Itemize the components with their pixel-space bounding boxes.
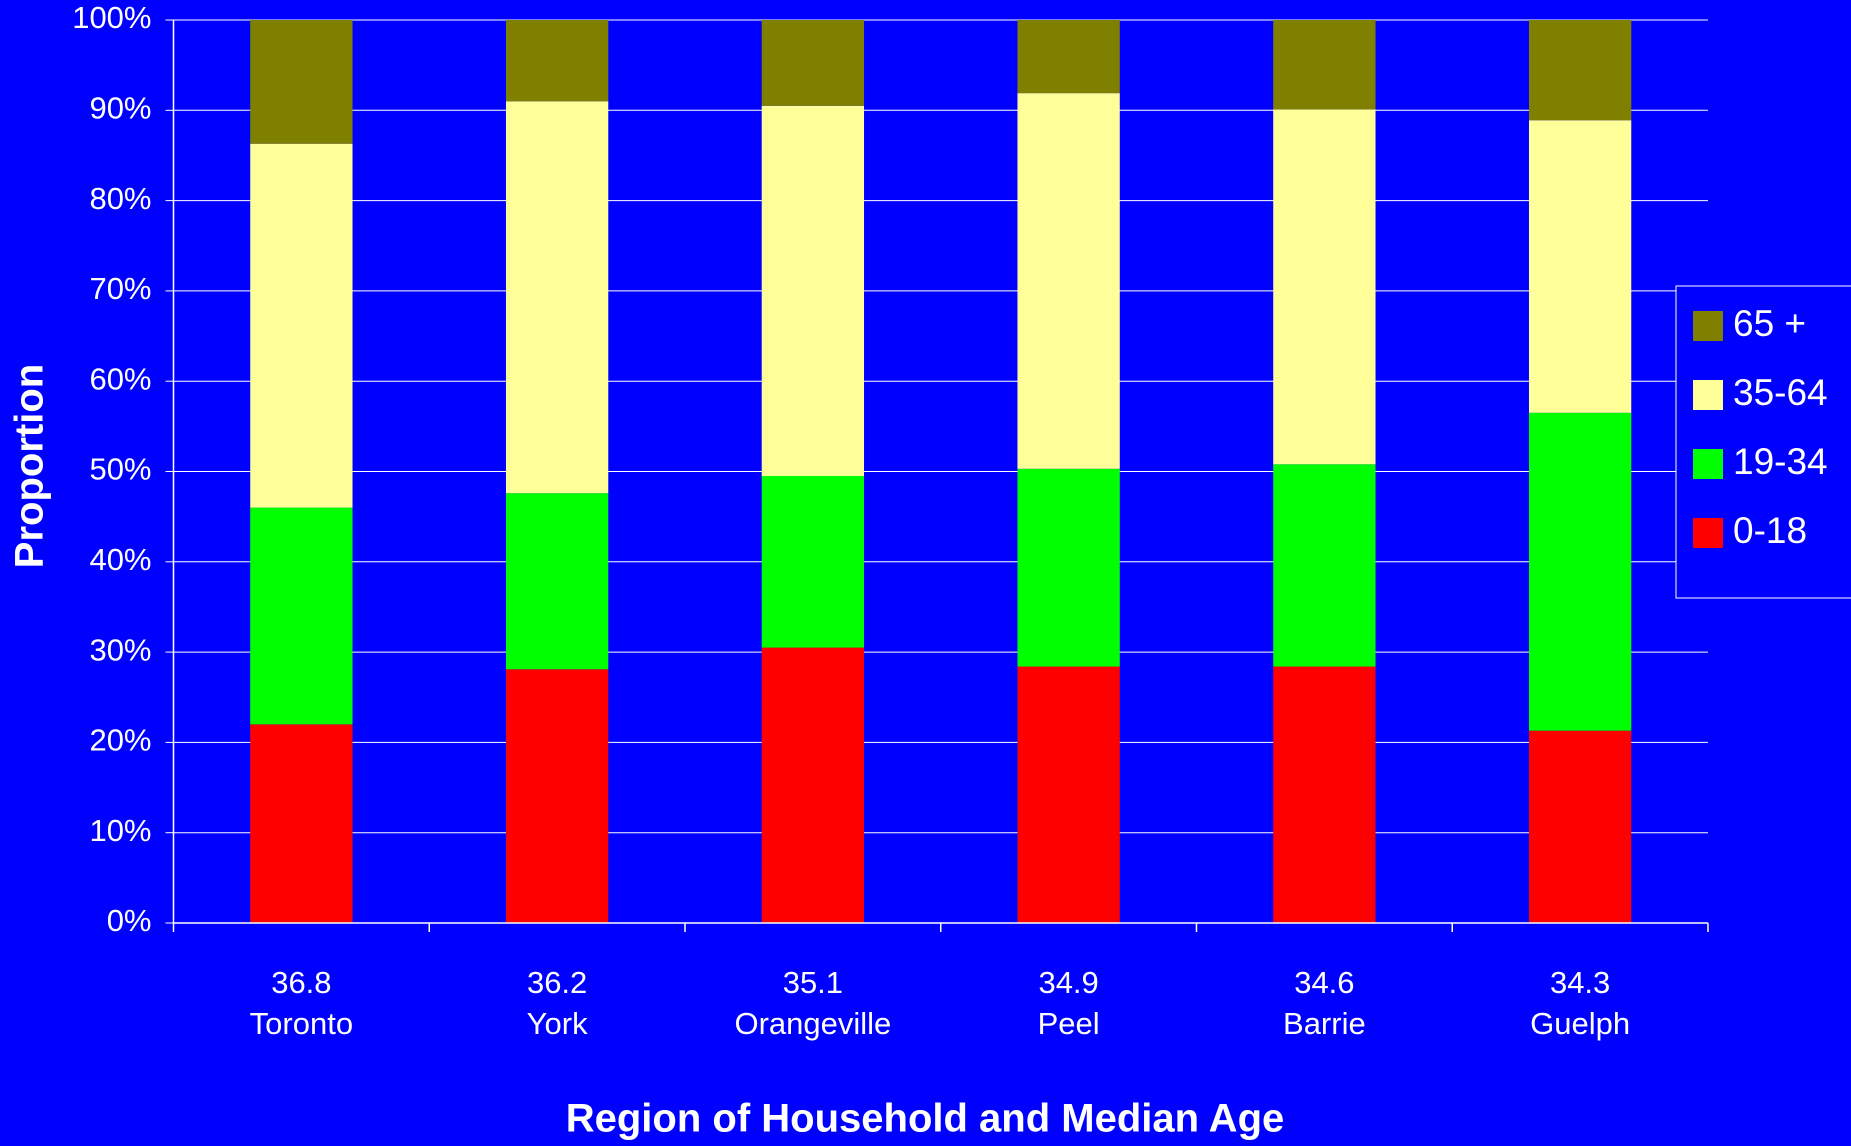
legend-swatch: [1693, 449, 1723, 479]
legend-swatch: [1693, 518, 1723, 548]
bar-segment: [250, 143, 353, 508]
legend-label: 65 +: [1733, 303, 1806, 344]
x-tick-label: Toronto: [250, 1006, 353, 1041]
bar-segment: [250, 507, 353, 725]
bar-segment: [250, 20, 353, 144]
x-tick-label: 34.9: [1038, 965, 1098, 1000]
y-tick-label: 60%: [89, 361, 151, 396]
legend-label: 35-64: [1733, 372, 1828, 413]
x-tick-label: Peel: [1038, 1006, 1100, 1041]
y-tick-label: 30%: [89, 632, 151, 667]
y-tick-label: 80%: [89, 181, 151, 216]
y-tick-label: 90%: [89, 90, 151, 125]
bar-segment: [761, 105, 865, 477]
x-tick-label: 35.1: [783, 965, 843, 1000]
x-tick-label: 36.2: [527, 965, 587, 1000]
bar-segment: [1273, 666, 1376, 923]
legend-swatch: [1693, 380, 1723, 410]
legend-label: 0-18: [1733, 510, 1807, 551]
x-tick-label: Orangeville: [734, 1006, 891, 1041]
y-tick-label: 0%: [107, 903, 152, 938]
y-tick-label: 50%: [89, 452, 151, 487]
bar-segment: [761, 20, 865, 106]
y-axis-title: Proportion: [8, 364, 52, 568]
bar-segment: [1528, 20, 1632, 121]
bar-segment: [1017, 20, 1120, 94]
x-tick-label: 34.6: [1294, 965, 1354, 1000]
bar-segment: [1273, 109, 1376, 465]
bar-segment: [1528, 120, 1632, 413]
bar-segment: [505, 20, 609, 102]
x-axis-title: Region of Household and Median Age: [566, 1097, 1285, 1141]
x-tick-label: Guelph: [1530, 1006, 1630, 1041]
bar-segment: [505, 101, 609, 494]
legend-label: 19-34: [1733, 441, 1828, 482]
bar-segment: [250, 724, 353, 923]
y-tick-label: 100%: [72, 0, 151, 35]
bar-segment: [1273, 464, 1376, 667]
x-tick-label: York: [527, 1006, 588, 1041]
legend-swatch: [1693, 311, 1723, 341]
x-tick-label: 34.3: [1550, 965, 1610, 1000]
bar-segment: [505, 493, 609, 670]
bar-segment: [1017, 93, 1120, 469]
bar-segment: [761, 476, 865, 648]
bar-segment: [505, 669, 609, 923]
y-tick-label: 40%: [89, 542, 151, 577]
bar-segment: [1017, 666, 1120, 923]
y-tick-label: 10%: [89, 813, 151, 848]
x-tick-label: 36.8: [271, 965, 331, 1000]
bar-segment: [1273, 20, 1376, 110]
bar-segment: [1017, 468, 1120, 667]
y-tick-label: 20%: [89, 723, 151, 758]
y-tick-label: 70%: [89, 271, 151, 306]
bar-segment: [761, 647, 865, 923]
x-tick-label: Barrie: [1283, 1006, 1366, 1041]
bar-segment: [1528, 730, 1632, 923]
bar-segment: [1528, 412, 1632, 731]
